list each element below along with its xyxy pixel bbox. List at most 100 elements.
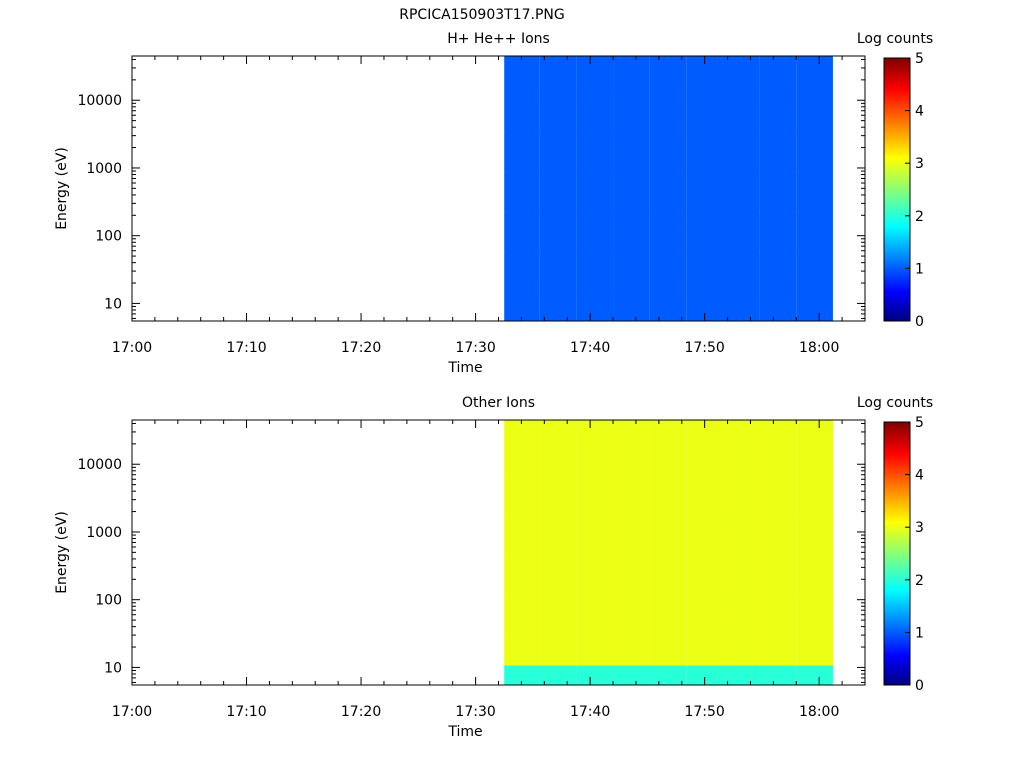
heatmap-cell xyxy=(649,559,687,567)
heatmap-cell xyxy=(649,95,687,103)
heatmap-cell xyxy=(504,559,540,567)
heatmap-cell xyxy=(613,314,650,322)
heatmap-cell xyxy=(539,572,577,580)
heatmap-cell xyxy=(539,459,577,467)
heatmap-cell xyxy=(722,426,760,434)
heatmap-cell xyxy=(539,512,577,520)
heatmap-cell xyxy=(759,479,797,487)
heatmap-cell xyxy=(686,307,723,315)
x-axis-label: Time xyxy=(447,724,482,740)
heatmap-cell xyxy=(539,75,577,83)
heatmap-cell xyxy=(576,228,614,236)
heatmap-cell xyxy=(576,473,614,481)
heatmap-cell xyxy=(759,506,797,514)
heatmap-cell xyxy=(539,420,577,428)
colorbar-tick-label: 3 xyxy=(915,156,924,172)
colorbar-tick-label: 3 xyxy=(915,520,924,536)
heatmap-cell xyxy=(576,545,614,553)
heatmap-cell xyxy=(613,426,650,434)
heatmap-cell xyxy=(539,62,577,70)
x-axis: 17:00 17:10 17:20 17:30 17:40 17:50 18:00 Time xyxy=(112,56,866,376)
heatmap-cell xyxy=(613,89,650,97)
heatmap-cell xyxy=(613,559,650,567)
heatmap-cell xyxy=(504,420,540,428)
heatmap-cell xyxy=(576,420,614,428)
heatmap-cell xyxy=(722,512,760,520)
heatmap-cell xyxy=(649,221,687,229)
heatmap-cell xyxy=(504,678,540,686)
heatmap-cell xyxy=(576,598,614,606)
heatmap-cell xyxy=(759,181,797,189)
heatmap-cell xyxy=(759,148,797,156)
heatmap-cell xyxy=(576,102,614,110)
heatmap-cell xyxy=(722,82,760,90)
heatmap-cell xyxy=(686,82,723,90)
heatmap-cell xyxy=(539,89,577,97)
heatmap-cell xyxy=(613,301,650,309)
heatmap-cell xyxy=(649,539,687,547)
heatmap-cell xyxy=(504,254,540,262)
heatmap-cell xyxy=(649,426,687,434)
heatmap-cell xyxy=(722,241,760,249)
heatmap-cell xyxy=(576,526,614,534)
heatmap-cell xyxy=(796,665,833,673)
heatmap-cell xyxy=(613,215,650,223)
heatmap-cell xyxy=(796,645,833,653)
heatmap-cell xyxy=(613,142,650,150)
heatmap-cell xyxy=(722,201,760,209)
heatmap-cell xyxy=(613,532,650,540)
heatmap-cell xyxy=(796,545,833,553)
heatmap-cell xyxy=(539,545,577,553)
heatmap-cell xyxy=(796,287,833,295)
heatmap-cell xyxy=(686,115,723,123)
heatmap-cell xyxy=(722,254,760,262)
heatmap-cell xyxy=(722,294,760,302)
heatmap-cell xyxy=(613,459,650,467)
heatmap-cell xyxy=(722,307,760,315)
heatmap-cell xyxy=(576,512,614,520)
heatmap-cell xyxy=(759,102,797,110)
heatmap-cell xyxy=(539,56,577,64)
heatmap-cell xyxy=(504,572,540,580)
heatmap-cell xyxy=(504,287,540,295)
heatmap-cell xyxy=(649,565,687,573)
heatmap-cell xyxy=(649,314,687,322)
heatmap-cell xyxy=(649,579,687,587)
heatmap-cell xyxy=(796,56,833,64)
heatmap-cell xyxy=(686,506,723,514)
heatmap-cell xyxy=(722,466,760,474)
y-tick-label: 1000 xyxy=(86,525,122,541)
heatmap-cell xyxy=(686,148,723,156)
heatmap-cell xyxy=(576,109,614,117)
x-tick-label: 17:30 xyxy=(455,340,495,356)
heatmap-cell xyxy=(686,559,723,567)
heatmap-cell xyxy=(504,532,540,540)
heatmap-cell xyxy=(759,314,797,322)
heatmap-cell xyxy=(649,651,687,659)
x-tick-label: 17:10 xyxy=(226,704,266,720)
heatmap-cell xyxy=(759,234,797,242)
colorbar-tick-label: 2 xyxy=(915,209,924,225)
heatmap-cell xyxy=(759,473,797,481)
heatmap-cell xyxy=(539,585,577,593)
heatmap-cell xyxy=(539,122,577,130)
heatmap-cell xyxy=(649,433,687,441)
heatmap-cell xyxy=(649,473,687,481)
heatmap-cell xyxy=(539,625,577,633)
heatmap-cell xyxy=(759,486,797,494)
heatmap-cell xyxy=(649,135,687,143)
heatmap-cell xyxy=(686,658,723,666)
heatmap-cell xyxy=(796,115,833,123)
y-axis-label: Energy (eV) xyxy=(54,511,70,594)
heatmap-cell xyxy=(722,645,760,653)
y-tick-label: 100 xyxy=(95,229,122,245)
heatmap-cell xyxy=(722,162,760,170)
heatmap-cell xyxy=(722,605,760,613)
heatmap-cell xyxy=(613,122,650,130)
heatmap-cell xyxy=(504,526,540,534)
heatmap-cell xyxy=(504,625,540,633)
heatmap-cell xyxy=(722,506,760,514)
heatmap-cell xyxy=(759,274,797,282)
heatmap-cell xyxy=(649,142,687,150)
heatmap-cell xyxy=(722,625,760,633)
